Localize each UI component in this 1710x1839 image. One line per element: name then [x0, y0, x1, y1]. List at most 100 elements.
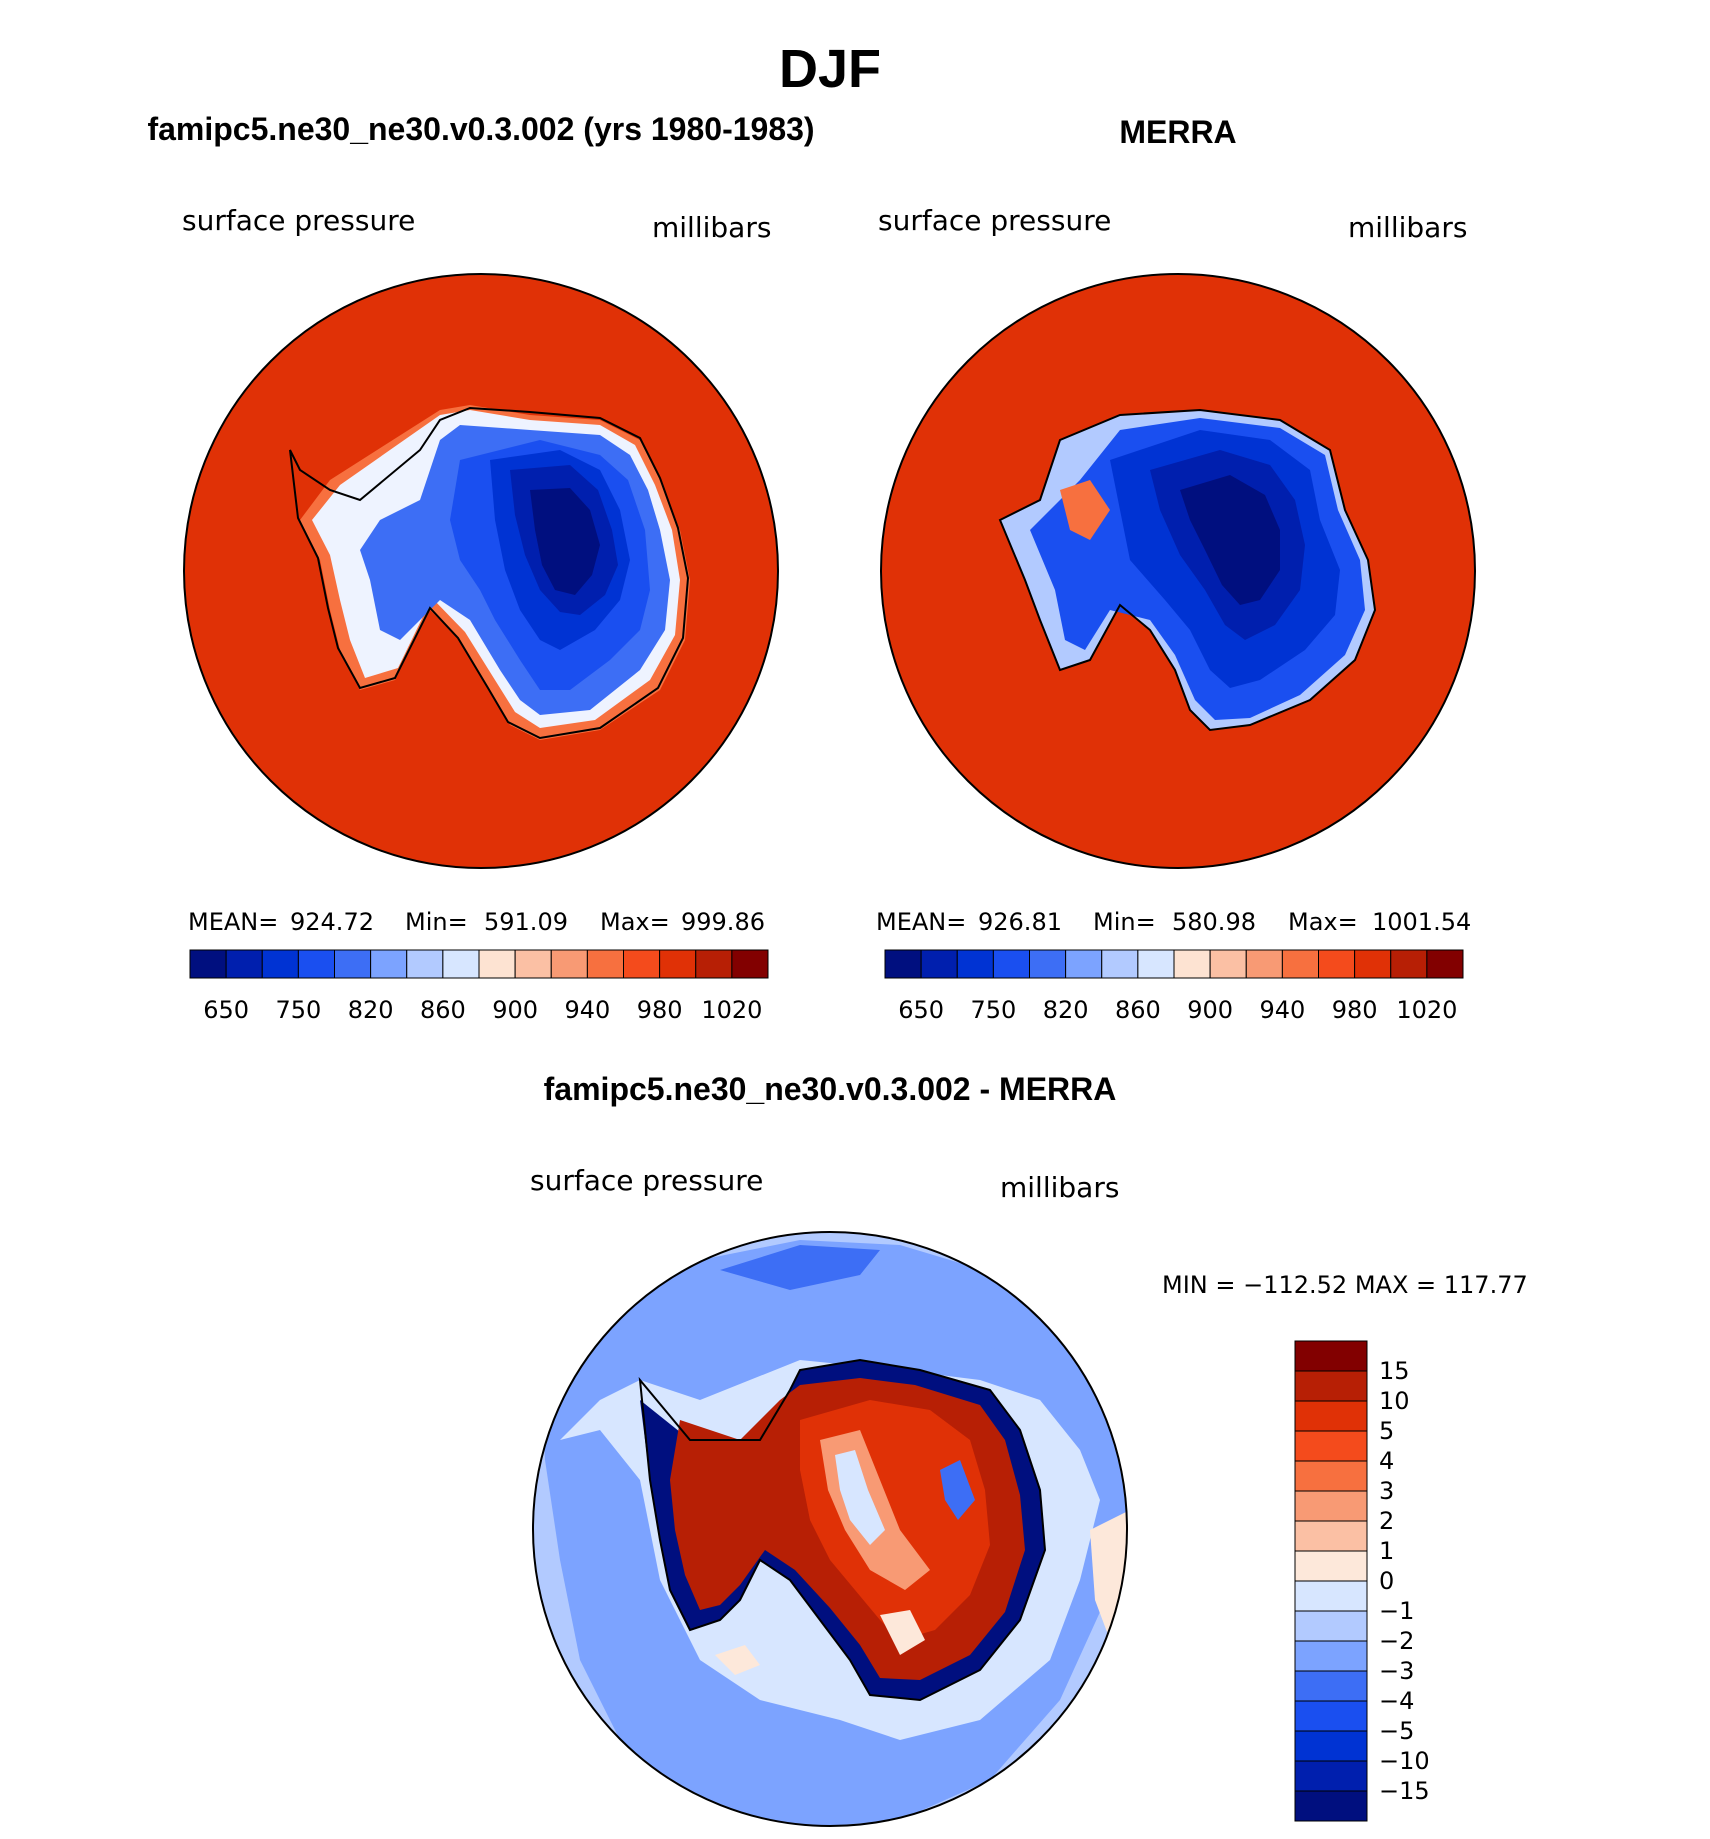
panel-diff-map [533, 1232, 1127, 1826]
panel-obs-colorbar-tick-label: 1020 [1396, 996, 1457, 1024]
panel-diff-colorbar-tick-label: −4 [1379, 1687, 1414, 1715]
panel-obs-map-border [880, 273, 1476, 869]
panel-diff: famipc5.ne30_ne30.v0.3.002 - MERRA surfa… [530, 1071, 1528, 1827]
panel-model-colorbar-swatch [297, 949, 335, 979]
panel-diff-colorbar-tick-label: 2 [1379, 1507, 1394, 1535]
panel-obs-colorbar-swatch [1390, 949, 1428, 979]
panel-diff-colorbar-tick-label: 10 [1379, 1387, 1410, 1415]
panel-model-max-value: 999.86 [681, 908, 765, 936]
panel-obs-units-label: millibars [1348, 211, 1467, 244]
panel-model-colorbar-swatch [334, 949, 372, 979]
panel-model-colorbar-tick-label: 860 [420, 996, 466, 1024]
panel-obs-colorbar-swatch [1173, 949, 1211, 979]
panel-model-colorbar-swatch [370, 949, 408, 979]
panel-model-max-label: Max= [600, 908, 670, 936]
panel-obs-colorbar-tick-label: 940 [1259, 996, 1305, 1024]
panel-obs-colorbar-swatch [1029, 949, 1067, 979]
panel-diff-units-label: millibars [1000, 1171, 1119, 1204]
panel-model-mean-label: MEAN= [188, 908, 278, 936]
panel-obs-colorbar-tick-label: 650 [898, 996, 944, 1024]
panel-diff-colorbar-swatch [1294, 1610, 1368, 1642]
panel-diff-colorbar-tick-label: 4 [1379, 1447, 1394, 1475]
panel-model-colorbar-swatch [623, 949, 661, 979]
panel-obs-colorbar-swatch [1101, 949, 1139, 979]
panel-obs-colorbar-swatch [1281, 949, 1319, 979]
panel-diff-colorbar-swatch [1294, 1760, 1368, 1792]
panel-diff-colorbar-tick-label: 5 [1379, 1417, 1394, 1445]
panel-obs-colorbar-swatch [1426, 949, 1464, 979]
panel-model-colorbar-swatch [514, 949, 552, 979]
panel-obs-colorbar-swatch [1137, 949, 1175, 979]
panel-diff-colorbar-tick-label: −3 [1379, 1657, 1414, 1685]
figure-title: DJF [779, 39, 881, 99]
panel-diff-colorbar-swatch [1294, 1520, 1368, 1552]
panel-obs-colorbar: 650 750 820 860 900 940 980 1020 [884, 949, 1464, 1024]
panel-model-colorbar: 650 750 820 860 900 940 980 1020 [189, 949, 769, 1024]
panel-model-title: famipc5.ne30_ne30.v0.3.002 (yrs 1980-198… [147, 111, 814, 147]
panel-obs-min-value: 580.98 [1172, 908, 1256, 936]
panel-obs-colorbar-swatch [884, 949, 922, 979]
panel-model-colorbar-swatch [695, 949, 733, 979]
panel-model-colorbar-swatch [586, 949, 624, 979]
panel-obs: MERRA surface pressure millibars MEAN= 9… [876, 114, 1476, 1024]
panel-model-mean-value: 924.72 [290, 908, 374, 936]
panel-diff-variable-label: surface pressure [530, 1164, 763, 1197]
panel-obs-title: MERRA [1119, 114, 1236, 150]
panel-diff-colorbar-swatch [1294, 1730, 1368, 1762]
panel-model-min-label: Min= [405, 908, 468, 936]
panel-model-colorbar-tick-label: 750 [275, 996, 321, 1024]
panel-diff-colorbar-swatch [1294, 1490, 1368, 1522]
panel-diff-colorbar-swatch [1294, 1700, 1368, 1732]
panel-obs-colorbar-swatch [1354, 949, 1392, 979]
panel-model-min-value: 591.09 [484, 908, 568, 936]
panel-model-colorbar-tick-label: 820 [348, 996, 394, 1024]
panel-model-colorbar-swatch [189, 949, 227, 979]
panel-diff-colorbar-tick-label: 0 [1379, 1567, 1394, 1595]
panel-diff-colorbar-tick-label: −5 [1379, 1717, 1414, 1745]
panel-diff-colorbar-tick-label: 3 [1379, 1477, 1394, 1505]
panel-diff-colorbar-swatch [1294, 1640, 1368, 1672]
panel-model-variable-label: surface pressure [182, 204, 415, 237]
panel-model-colorbar-swatch [406, 949, 444, 979]
panel-obs-colorbar-tick-label: 980 [1332, 996, 1378, 1024]
panel-obs-colorbar-tick-label: 820 [1043, 996, 1089, 1024]
panel-obs-colorbar-swatch [1318, 949, 1356, 979]
panel-diff-minmax: MIN = −112.52 MAX = 117.77 [1162, 1271, 1528, 1299]
panel-model-colorbar-tick-label: 940 [564, 996, 610, 1024]
panel-obs-colorbar-tick-label: 750 [970, 996, 1016, 1024]
panel-model-colorbar-swatch [550, 949, 588, 979]
panel-obs-colorbar-swatch [992, 949, 1030, 979]
panel-diff-colorbar-tick-label: −10 [1379, 1747, 1430, 1775]
panel-model: famipc5.ne30_ne30.v0.3.002 (yrs 1980-198… [147, 111, 814, 1024]
panel-model-colorbar-tick-label: 980 [637, 996, 683, 1024]
panel-obs-colorbar-tick-label: 860 [1115, 996, 1161, 1024]
panel-diff-colorbar-tick-label: −15 [1379, 1777, 1430, 1805]
panel-diff-colorbar-swatch [1294, 1370, 1368, 1402]
panel-obs-max-label: Max= [1288, 908, 1358, 936]
panel-model-colorbar-tick-label: 1020 [701, 996, 762, 1024]
panel-diff-colorbar-swatch [1294, 1580, 1368, 1612]
panel-model-colorbar-swatch [442, 949, 480, 979]
panel-obs-colorbar-tick-label: 900 [1187, 996, 1233, 1024]
panel-obs-variable-label: surface pressure [878, 204, 1111, 237]
panel-obs-colorbar-swatch [920, 949, 958, 979]
panel-obs-colorbar-swatch [1065, 949, 1103, 979]
panel-diff-title: famipc5.ne30_ne30.v0.3.002 - MERRA [544, 1071, 1117, 1107]
panel-model-colorbar-tick-label: 650 [203, 996, 249, 1024]
panel-diff-colorbar-tick-label: 15 [1379, 1357, 1410, 1385]
panel-model-colorbar-swatch [659, 949, 697, 979]
panel-obs-mean-value: 926.81 [978, 908, 1062, 936]
panel-model-map-border [183, 273, 779, 869]
panel-model-units-label: millibars [652, 211, 771, 244]
panel-obs-colorbar-swatch [1245, 949, 1283, 979]
panel-obs-map [881, 274, 1475, 868]
panel-diff-colorbar-swatch [1294, 1790, 1368, 1822]
panel-model-colorbar-swatch [225, 949, 263, 979]
panel-model-colorbar-swatch [478, 949, 516, 979]
panel-model-map [184, 274, 778, 868]
panel-model-colorbar-tick-label: 900 [492, 996, 538, 1024]
panel-obs-colorbar-swatch [1209, 949, 1247, 979]
panel-diff-colorbar-tick-label: −1 [1379, 1597, 1414, 1625]
